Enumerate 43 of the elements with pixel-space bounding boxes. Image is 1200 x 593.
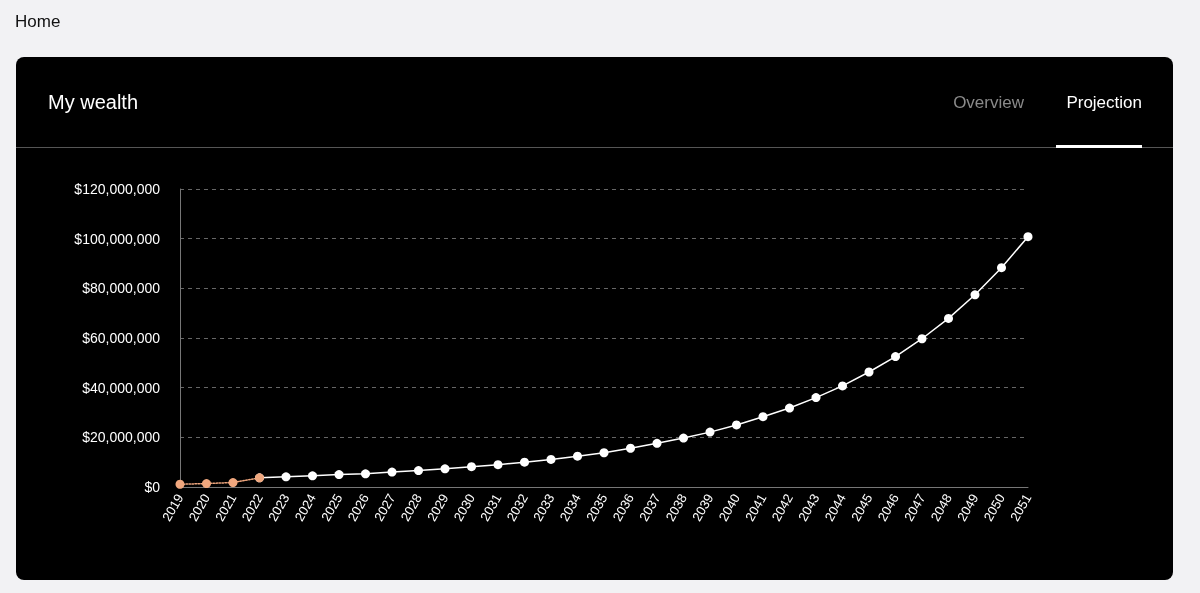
y-tick-label: $20,000,000 [82,429,161,446]
text: Projection [1066,93,1142,113]
point [493,460,503,470]
point [414,466,423,476]
point [520,457,529,467]
y-tick-label: $120,000,000 [74,181,161,197]
point [228,478,238,488]
point [308,471,317,481]
point [202,479,211,489]
point [440,464,450,474]
point [467,462,476,472]
point [705,427,715,437]
y-tick-label: $100,000,000 [74,230,161,247]
point [361,469,370,479]
y-tick-label: $0 [144,479,161,495]
text: Home [15,12,61,32]
point [652,438,662,448]
point [175,479,185,489]
point [599,448,609,458]
point [864,367,874,377]
y-tick-label: $40,000,000 [82,379,161,396]
point [1023,232,1033,242]
point [281,472,291,482]
text: Overview [953,93,1024,113]
y-tick-label: $60,000,000 [82,330,161,346]
y-tick-label: $80,000,000 [82,280,161,297]
point [758,412,768,422]
point [917,334,927,344]
point [811,393,821,403]
point [679,433,688,443]
point [891,352,900,362]
point [785,403,794,413]
point [970,290,980,300]
point [997,263,1006,273]
point [626,443,635,453]
point [573,451,582,461]
point [387,467,397,477]
point [732,420,741,430]
chart-title: My wealth [48,91,139,114]
point [838,381,847,391]
point [334,470,344,480]
point [944,313,953,323]
point [546,454,556,464]
